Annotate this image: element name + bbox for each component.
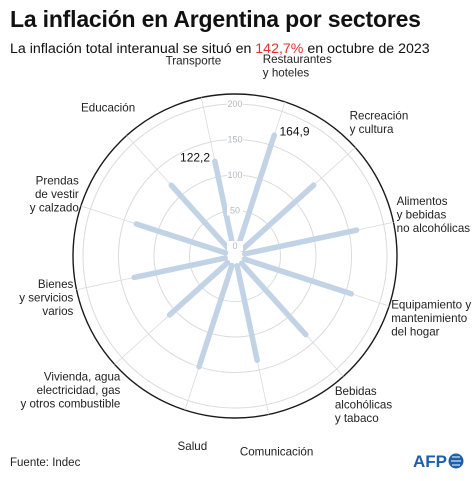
subtitle-text-pre: La inflación total interanual se situó e… (10, 41, 256, 57)
category-label-2: Alimentos y bebidas no alcohólicas (397, 195, 471, 235)
category-label-line: Salud (178, 440, 208, 453)
category-label-11: Transporte (166, 54, 222, 67)
afp-logo: AFP (413, 452, 464, 471)
tick-bg-100 (227, 170, 243, 180)
bar-7 (166, 259, 231, 318)
bar-10 (168, 182, 232, 252)
category-label-line: de vestir (35, 188, 79, 201)
category-label-line: del hogar (391, 325, 439, 338)
category-label-line: Equipamiento y (391, 298, 471, 311)
category-label-line: Comunicación (240, 446, 313, 459)
category-label-line: y servicios (19, 292, 73, 305)
category-label-0: Restaurantes y hoteles (263, 53, 332, 80)
category-label-line: y otros combustible (20, 397, 120, 410)
category-label-line: Bebidas (335, 385, 377, 398)
tick-bg-0 (227, 241, 243, 251)
category-label-line: y bebidas (397, 208, 447, 221)
bar-5 (234, 263, 260, 363)
category-label-line: y hoteles (263, 67, 310, 80)
category-label-line: Bienes (38, 278, 74, 291)
tick-label-200: 200 (227, 99, 242, 109)
bar-0 (235, 132, 278, 250)
category-label-line: electricidad, gas (37, 384, 121, 397)
subtitle-highlight-value: 142,7% (255, 41, 304, 57)
tick-bg-200 (227, 99, 243, 109)
category-label-line: mantenimiento (391, 312, 467, 325)
category-label-line: alcohólicas (335, 399, 393, 412)
tick-label-150: 150 (227, 135, 242, 145)
tick-label-50: 50 (230, 206, 240, 216)
category-label-line: y calzado (30, 202, 79, 215)
tick-label-100: 100 (227, 170, 242, 180)
category-label-line: y tabaco (335, 412, 379, 425)
afp-logo-text: AFP (413, 452, 447, 471)
category-label-5: Comunicación (240, 446, 313, 459)
bar-11 (212, 158, 236, 249)
category-label-line: Transporte (166, 54, 222, 67)
bar-2 (242, 227, 360, 257)
category-label-4: Bebidas alcohólicas y tabaco (335, 385, 393, 425)
category-label-line: Restaurantes (263, 53, 332, 66)
category-label-10: Educación (81, 101, 135, 114)
bar-8 (131, 255, 228, 281)
category-label-8: Bienes y servicios varios (19, 278, 73, 318)
category-label-line: Educación (81, 101, 135, 114)
grid-circle-200 (82, 103, 388, 409)
category-label-line: y cultura (350, 123, 394, 136)
tick-bg-150 (227, 134, 243, 145)
category-label-3: Equipamiento y mantenimiento del hogar (391, 298, 471, 338)
bar-9 (133, 221, 229, 256)
bar-1 (239, 182, 317, 253)
tick-bg-50 (227, 205, 243, 216)
category-label-9: Prendas de vestir y calzado (30, 175, 79, 215)
tick-label-0: 0 (232, 241, 237, 251)
bar-3 (241, 256, 354, 297)
category-label-7: Vivienda, agua electricidad, gas y otros c… (20, 370, 120, 410)
grid-circle-100 (153, 174, 317, 338)
source-note: Fuente: Indec (10, 457, 81, 469)
chart-subtitle: La inflación total interanual se situó e… (10, 40, 470, 58)
subtitle-text-post: en octubre de 2023 (303, 41, 430, 57)
chart-title: La inflación en Argentina por sectores (10, 6, 421, 32)
bar-6 (196, 262, 235, 370)
category-label-line: no alcohólicas (397, 222, 471, 235)
category-label-6: Salud (178, 440, 208, 453)
category-label-line: varios (42, 305, 73, 318)
value-label-0: 164,9 (280, 124, 310, 138)
category-label-line: Alimentos (397, 195, 448, 208)
outer-ring (72, 93, 398, 419)
category-label-line: Vivienda, agua (44, 370, 121, 383)
bar-4 (238, 260, 309, 338)
category-label-line: Recreación (350, 109, 409, 122)
category-label-1: Recreación y cultura (350, 109, 409, 136)
category-label-line: Prendas (36, 175, 79, 188)
value-label-11: 122,2 (180, 150, 210, 164)
